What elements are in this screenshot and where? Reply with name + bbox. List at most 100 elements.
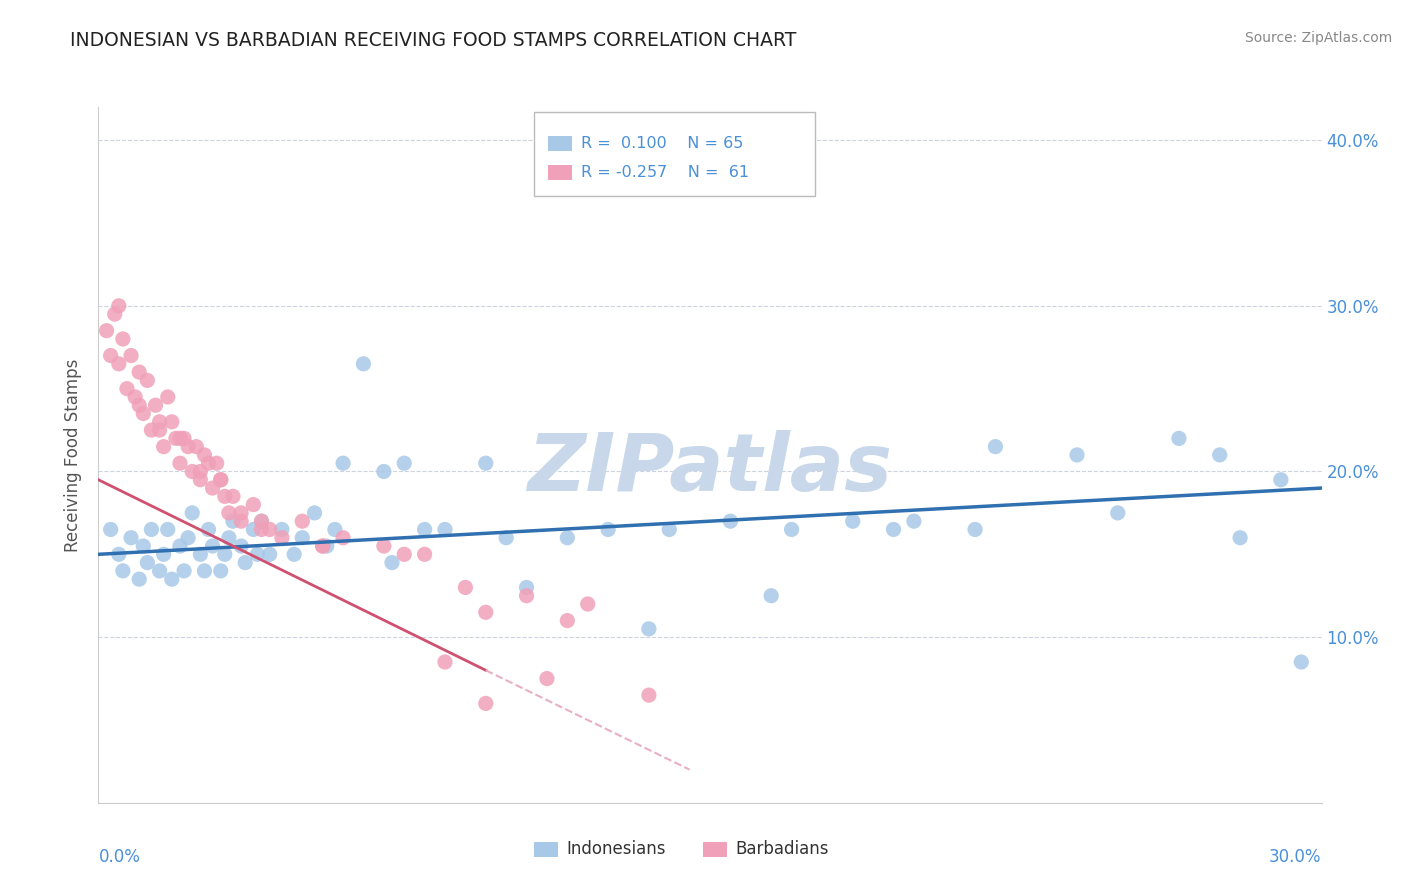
Point (188, 473, 212, 487)
Point (413, 523, 436, 537)
Point (156, 390, 179, 404)
Point (720, 514, 742, 528)
Point (149, 415, 172, 429)
Point (312, 539, 335, 553)
Point (315, 539, 337, 553)
Point (1107, 506, 1129, 520)
Text: Barbadians: Barbadians (735, 840, 830, 858)
Point (1066, 448, 1088, 462)
Point (160, 415, 183, 429)
Point (218, 531, 240, 545)
Point (218, 506, 240, 520)
Point (557, 531, 579, 545)
Point (638, 622, 661, 636)
Point (965, 523, 987, 537)
Point (197, 456, 219, 470)
Point (108, 357, 131, 371)
Point (188, 547, 212, 561)
Point (373, 465, 395, 479)
Point (193, 448, 215, 462)
Point (149, 564, 172, 578)
Point (141, 423, 163, 437)
Point (115, 382, 138, 396)
Point (392, 456, 416, 470)
Point (304, 506, 326, 520)
Point (1208, 448, 1232, 462)
Point (222, 514, 245, 528)
Point (104, 307, 127, 321)
Point (759, 589, 782, 603)
Point (152, 440, 174, 454)
Point (188, 465, 212, 479)
Point (841, 514, 863, 528)
Point (638, 688, 661, 702)
Point (186, 440, 208, 454)
Point (259, 547, 281, 561)
Point (883, 523, 905, 537)
Point (246, 547, 269, 561)
Point (136, 556, 159, 570)
Point (596, 523, 619, 537)
Point (352, 357, 374, 371)
Point (433, 523, 456, 537)
Point (108, 547, 131, 561)
Point (270, 523, 294, 537)
Point (283, 547, 305, 561)
Point (270, 531, 294, 545)
Point (250, 514, 273, 528)
Point (197, 523, 219, 537)
Point (96, 324, 118, 338)
Point (214, 489, 236, 503)
Point (454, 581, 477, 595)
Point (291, 531, 314, 545)
Point (169, 456, 191, 470)
Point (516, 581, 538, 595)
Point (323, 523, 346, 537)
Point (903, 514, 925, 528)
Point (557, 614, 579, 628)
Point (231, 514, 253, 528)
Point (250, 523, 273, 537)
Point (291, 514, 314, 528)
Point (474, 697, 498, 711)
Point (259, 523, 281, 537)
Point (111, 332, 134, 346)
Point (1270, 473, 1292, 487)
Point (120, 531, 142, 545)
Point (205, 456, 228, 470)
Point (165, 431, 187, 445)
Point (381, 556, 404, 570)
Point (209, 473, 232, 487)
Point (474, 456, 498, 470)
Point (209, 473, 232, 487)
Point (193, 564, 215, 578)
Point (392, 547, 416, 561)
Text: 30.0%: 30.0% (1270, 848, 1322, 866)
Point (201, 481, 224, 495)
Point (177, 531, 200, 545)
Point (111, 564, 134, 578)
Point (214, 547, 236, 561)
Point (141, 523, 163, 537)
Point (169, 431, 191, 445)
Point (132, 539, 155, 553)
Point (108, 299, 131, 313)
Point (152, 547, 174, 561)
Point (536, 672, 558, 686)
Y-axis label: Receiving Food Stamps: Receiving Food Stamps (65, 359, 83, 551)
Point (132, 407, 155, 421)
Point (124, 390, 146, 404)
Point (173, 431, 195, 445)
Point (160, 572, 183, 586)
Point (413, 547, 436, 561)
Point (136, 373, 159, 387)
Point (1229, 531, 1251, 545)
Point (1291, 655, 1313, 669)
Text: Indonesians: Indonesians (567, 840, 666, 858)
Point (128, 365, 150, 379)
Text: 0.0%: 0.0% (98, 848, 141, 866)
Point (332, 456, 354, 470)
Point (149, 423, 172, 437)
Point (181, 465, 204, 479)
Point (201, 539, 224, 553)
